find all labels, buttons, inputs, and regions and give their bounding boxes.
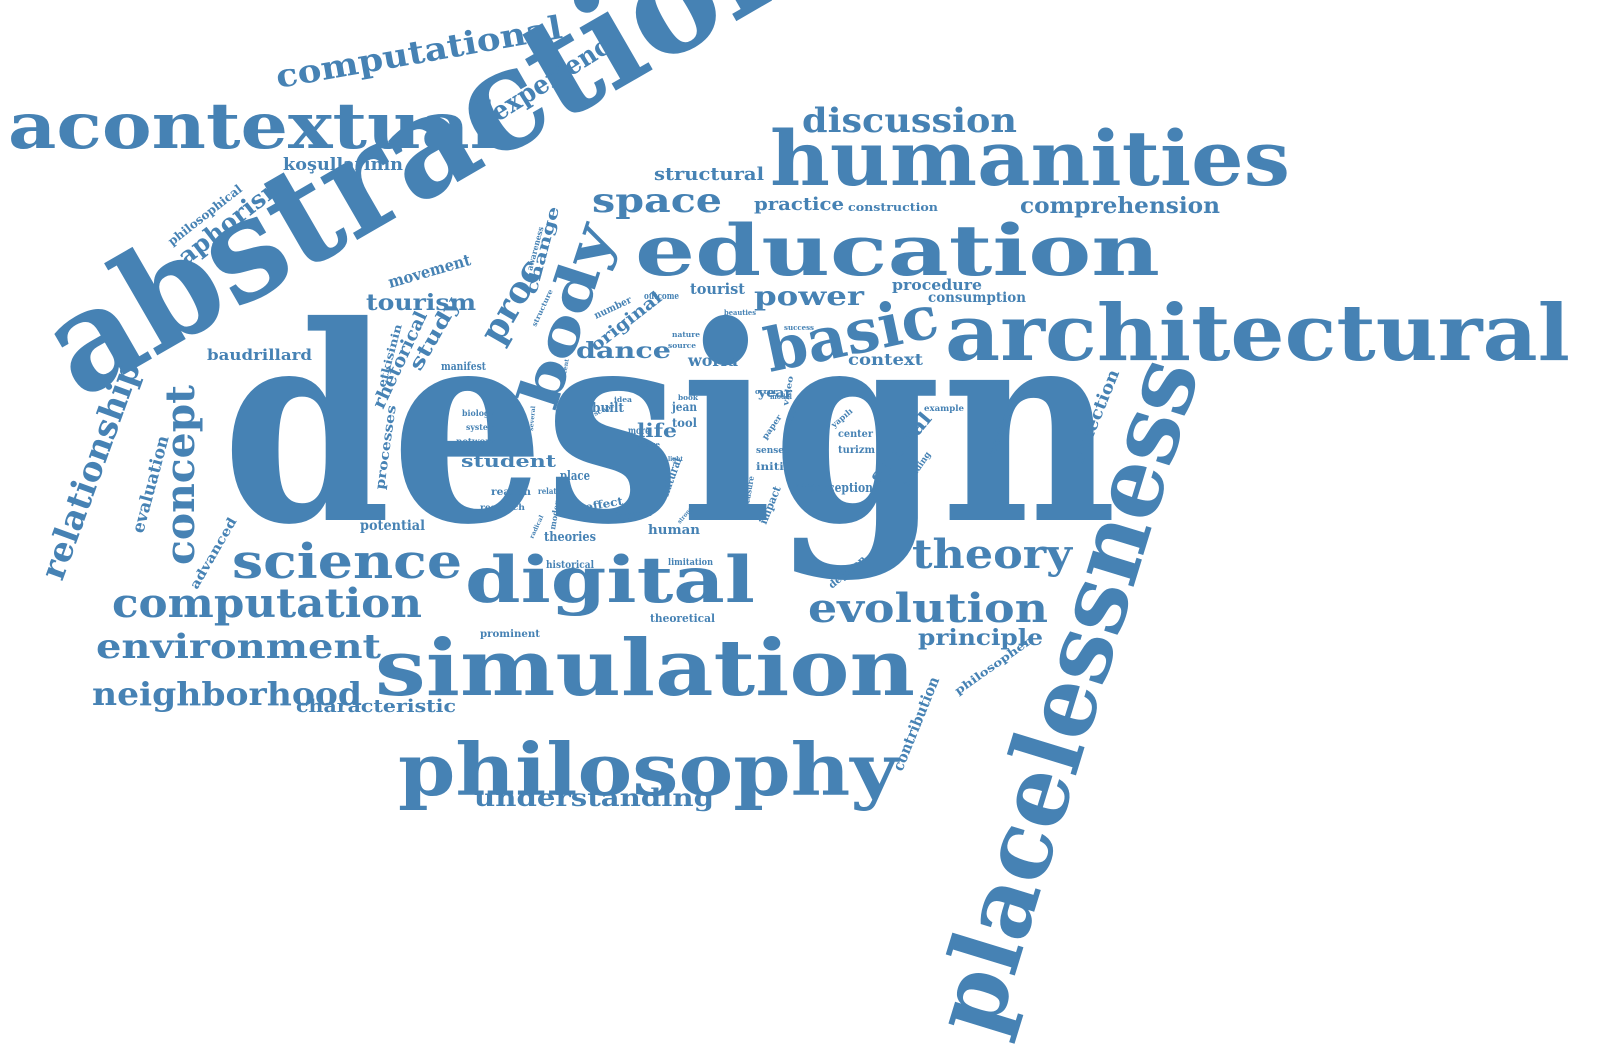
word-historical: historical [546, 560, 594, 571]
word-jean: jean [671, 400, 697, 414]
word-light: light [668, 456, 683, 463]
word-digital: digital [465, 543, 755, 618]
word-related: related [538, 486, 566, 496]
word-evolution: evolution [808, 585, 1048, 632]
word-biology: biology [462, 408, 494, 418]
word-perception: perception [808, 481, 873, 496]
word-turizm: turizm [838, 445, 875, 456]
word-formal: formal [613, 506, 652, 524]
word-beauties: beauties [724, 308, 756, 317]
word-human: human [648, 523, 701, 538]
word-science: science [232, 534, 462, 590]
word-practice: practice [754, 194, 844, 215]
word-characteristic: characteristic [296, 696, 456, 717]
word-center: center [838, 429, 874, 440]
word-action: action [796, 482, 817, 489]
word-space: space [592, 181, 722, 221]
word-example: example [924, 403, 964, 413]
word-simulation: simulation [375, 623, 915, 714]
word-outcome: outcome [644, 292, 679, 302]
word-cloud-words: designabstractionplacelessnessarchitectu… [8, 0, 1570, 1047]
word-concept: concept [157, 384, 204, 565]
word-student: student [461, 452, 556, 472]
word-dance: dance [576, 338, 671, 364]
word-neighborhood: neighborhood [92, 675, 362, 713]
word-context: context [848, 350, 924, 369]
word-limitation: limitation [668, 558, 713, 568]
word-construction: construction [848, 201, 938, 214]
word-prominent: prominent [480, 629, 540, 640]
word-place: place [560, 469, 590, 484]
word-acontextual: acontextual [8, 89, 498, 164]
word-reason: reason [491, 487, 532, 498]
word-more: more [628, 426, 650, 437]
word-principle: principle [918, 625, 1043, 651]
word-kosullarinin: koşullarının [283, 155, 403, 175]
word-model: model [770, 392, 792, 401]
word-recent: recent [560, 358, 571, 381]
word-year: year [757, 386, 792, 401]
word-theoretical: theoretical [650, 612, 715, 625]
word-several: several [528, 405, 537, 431]
word-world: world [687, 351, 738, 370]
word-network: network [456, 436, 496, 446]
word-stage: stage [638, 440, 661, 449]
word-procedure: procedure [892, 276, 982, 294]
word-philosophy: philosophy [398, 727, 900, 812]
word-built: built [592, 401, 624, 416]
word-tool: tool [672, 416, 697, 430]
word-discussion: discussion [802, 101, 1017, 141]
word-architectural: architectural [945, 288, 1570, 379]
word-consumption: consumption [928, 290, 1026, 306]
word-theories: theories [544, 530, 596, 545]
word-education: education [635, 209, 1160, 292]
word-research: research [480, 502, 525, 512]
word-occur: occur [755, 387, 777, 396]
word-sense: sense [756, 446, 784, 456]
word-computation: computation [112, 580, 422, 627]
word-potential: potential [360, 518, 425, 534]
word-tourism: tourism [366, 290, 476, 316]
word-source: source [668, 341, 697, 350]
word-initial: initial [756, 462, 796, 473]
word-tourist: tourist [690, 280, 745, 298]
word-system: system [466, 422, 497, 432]
word-book: book [678, 393, 698, 402]
word-baudrillard: baudrillard [207, 346, 313, 364]
word-manifest: manifest [441, 360, 487, 373]
word-design: design [222, 266, 1117, 584]
word-life: life [637, 420, 677, 442]
word-power: power [754, 282, 864, 312]
word-environment: environment [96, 627, 381, 667]
word-humanities: humanities [770, 114, 1290, 203]
word-success: success [784, 323, 814, 332]
word-comprehension: comprehension [1020, 193, 1220, 219]
word-structural: structural [654, 164, 764, 185]
word-understanding: understanding [474, 783, 714, 812]
word-nature: nature [672, 330, 701, 339]
word-idea: idea [614, 395, 633, 404]
word-theory: theory [912, 531, 1074, 578]
